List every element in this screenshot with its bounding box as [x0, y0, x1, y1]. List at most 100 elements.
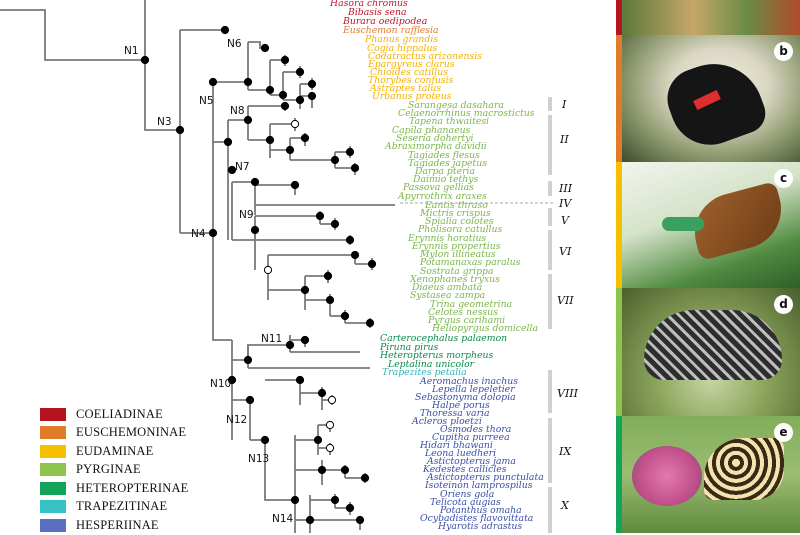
taxon-label: Celaenorrhinus macrostictus [398, 108, 535, 119]
taxon-label: Capila phanaeus [392, 125, 471, 136]
group-bars [548, 97, 552, 533]
legend-swatch [40, 500, 66, 514]
taxon-label: Erynnis propertius [411, 241, 501, 252]
photo-bar-e [616, 416, 622, 533]
photo-panel-a [622, 0, 800, 35]
taxon-label: Halpe porus [431, 400, 490, 411]
taxon-label: Astictopterus jama [426, 456, 516, 467]
node-dot [280, 55, 290, 65]
node-dot [243, 355, 253, 365]
taxon-label: Sebastonyma dolopia [415, 392, 516, 403]
node-dot-open [290, 119, 300, 129]
legend-label: EUDAMINAE [76, 443, 154, 458]
node-dot [243, 77, 253, 87]
taxon-label: Spialia colotes [425, 216, 494, 227]
node-dot [290, 495, 300, 505]
node-label-n13: N13 [248, 453, 269, 465]
node-dot-open [263, 265, 273, 275]
node-dot [300, 335, 310, 345]
node-dot [245, 395, 255, 405]
legend-item: PYRGINAE [40, 461, 189, 480]
legend-swatch [40, 407, 66, 421]
node-label-n10: N10 [210, 378, 231, 390]
taxon-label: Leona luedheri [424, 448, 496, 459]
node-dot [330, 495, 340, 505]
node-dot [208, 228, 218, 238]
taxon-label: Chioides catillus [370, 67, 448, 78]
taxon-label: Ocybadistes flavovittata [420, 513, 533, 524]
taxon-label: Passova gellias [402, 182, 474, 193]
node-dot [208, 77, 218, 87]
legend-swatch [40, 444, 66, 458]
group-label: VII [557, 294, 574, 307]
node-dot-open [327, 395, 337, 405]
node-label-n14: N14 [272, 513, 294, 525]
photo-bar-c [616, 162, 622, 288]
node-dot [367, 259, 377, 269]
taxon-label: Xenophanes tryxus [409, 274, 500, 285]
taxon-label: Osmodes thora [440, 424, 511, 435]
butterfly-c-body [662, 217, 704, 231]
node-labels: N1 N3 N4 N5 N6 N7 N8 N9 N10 N11 N12 N13 … [124, 38, 294, 525]
group-label: V [561, 214, 570, 227]
taxon-label: Thorybes confusis [368, 75, 454, 86]
photo-letter-e: e [774, 423, 793, 442]
taxon-label: Heteropterus morpheus [379, 350, 494, 361]
node-dot [285, 340, 295, 350]
taxon-label: Abraximorpha davidii [384, 141, 487, 152]
node-dot [250, 225, 260, 235]
taxon-label: Epargyreus clarus [367, 59, 455, 70]
node-dot [313, 435, 323, 445]
node-dot [265, 135, 275, 145]
node-dot [323, 271, 333, 281]
taxon-label: Trina geometrina [430, 299, 512, 310]
group-label: IX [558, 445, 572, 458]
node-dot [250, 177, 260, 187]
taxon-label: Tagiades japetus [408, 158, 487, 169]
taxon-label: Lepella lepeletier [431, 384, 515, 395]
taxon-label: Piruna pirus [379, 342, 439, 353]
node-dot [220, 25, 230, 35]
node-dot [285, 145, 295, 155]
taxon-label: Seseria dohertyi [396, 133, 474, 144]
node-dot [295, 375, 305, 385]
taxon-label: Potanthus omaha [439, 505, 522, 516]
flower-e [632, 446, 702, 506]
taxon-label: Pholisora catullus [417, 224, 503, 235]
taxon-label: Kedestes callicles [422, 464, 507, 475]
taxon-label: Hyarotis adrastus [437, 521, 522, 532]
group-label: I [561, 98, 567, 111]
node-dot [265, 85, 275, 95]
butterfly-e [704, 438, 784, 500]
node-dot [280, 101, 290, 111]
legend-swatch [40, 426, 66, 440]
butterfly-b [659, 50, 771, 156]
taxon-label: Telicota augias [430, 497, 501, 508]
node-dot [227, 165, 237, 175]
node-dot [260, 435, 270, 445]
taxon-label: Daimio tethys [412, 174, 479, 185]
taxon-label: Apyrrothrix araxes [397, 191, 487, 202]
node-dot [278, 90, 288, 100]
node-label-n4: N4 [191, 228, 206, 240]
taxon-label: Heliopyrgus domicella [431, 323, 538, 334]
taxon-label: Cupitha purreea [432, 432, 510, 443]
taxon-label: Urbanus proteus [372, 91, 452, 102]
taxon-label: Astictopterus punctulata [426, 472, 544, 483]
legend-item: EUDAMINAE [40, 442, 189, 461]
legend-label: COELIADINAE [76, 406, 163, 421]
legend-swatch [40, 518, 66, 532]
photo-panel-b: b [622, 35, 800, 162]
group-label: IV [558, 197, 572, 210]
taxon-label: Trapezites petalia [382, 367, 467, 378]
node-dot [227, 375, 237, 385]
node-dot [345, 235, 355, 245]
taxon-label: Bibasis sena [347, 7, 407, 18]
node-label-n7: N7 [235, 161, 250, 173]
node-label-n1: N1 [124, 45, 139, 57]
photo-panel-e: e [622, 416, 800, 533]
node-dot [290, 180, 300, 190]
taxon-label: Hasora chromus [329, 0, 408, 9]
node-dot [340, 465, 350, 475]
node-label-n11: N11 [261, 333, 282, 345]
